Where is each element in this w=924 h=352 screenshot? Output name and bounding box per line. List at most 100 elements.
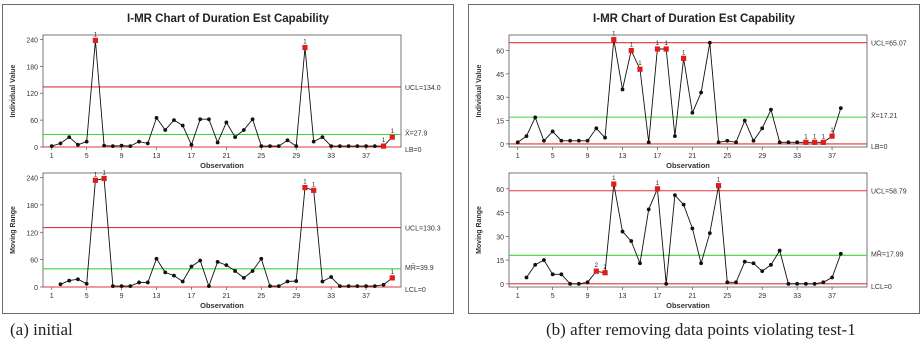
x-tick-label: 17: [654, 293, 662, 300]
caption-b: (b) after removing data points violating…: [546, 320, 856, 339]
violation-point: [92, 177, 98, 183]
violation-point: [380, 143, 387, 149]
data-point: [172, 118, 176, 123]
data-point: [346, 144, 351, 149]
x-tick-label: 37: [828, 153, 836, 160]
x-tick-label: 1: [50, 153, 54, 160]
data-point: [524, 134, 529, 139]
data-point: [576, 138, 581, 143]
data-point: [58, 282, 63, 287]
x-tick-label: 21: [222, 293, 230, 300]
ucl-label: UCL=65.07: [871, 41, 907, 48]
violation-label: 1: [638, 61, 642, 67]
violation-label: 1: [303, 40, 307, 46]
violation-label: 1: [102, 170, 106, 176]
x-tick-label: 17: [188, 153, 196, 160]
data-point: [207, 117, 211, 122]
data-point: [795, 281, 800, 286]
data-point: [250, 269, 255, 273]
violation-point: [389, 134, 395, 140]
data-point: [576, 281, 581, 286]
violation-label: 1: [391, 129, 395, 135]
data-point: [795, 140, 800, 145]
data-point: [84, 281, 89, 286]
violation-point: [593, 268, 599, 274]
data-point: [760, 269, 765, 274]
data-point: [533, 115, 538, 120]
lcl-label: LB=0: [871, 144, 888, 151]
violation-label: 1: [717, 178, 721, 184]
violation-point: [302, 44, 308, 51]
y-tick-label: 30: [496, 234, 504, 241]
data-point: [102, 143, 107, 148]
y-tick-label: 0: [34, 145, 38, 152]
y-tick-label: 240: [26, 176, 38, 183]
data-point: [145, 280, 150, 285]
violation-point: [602, 270, 608, 276]
data-point: [559, 272, 564, 277]
x-tick-label: 21: [688, 293, 696, 300]
data-point: [707, 231, 712, 236]
lcl-label: LCL=0: [405, 287, 426, 294]
data-point: [337, 144, 342, 149]
data-point: [215, 140, 220, 145]
data-point: [268, 284, 272, 288]
violation-label: 1: [612, 176, 616, 182]
violation-label: 1: [664, 41, 668, 47]
violation-point: [611, 181, 617, 187]
data-point: [515, 140, 520, 145]
x-tick-label: 5: [85, 293, 89, 300]
violation-label: 1: [382, 138, 386, 144]
x-tick-label: 37: [362, 293, 370, 300]
violation-point: [681, 55, 687, 61]
data-point: [294, 279, 299, 283]
moving-range-plot-frame: [508, 172, 868, 288]
data-point: [320, 135, 325, 140]
violation-label: 1: [804, 134, 808, 140]
moving-range-ylabel: Moving Range: [476, 206, 483, 254]
data-point: [364, 144, 368, 149]
data-point: [594, 126, 599, 131]
individual-series-line: [51, 40, 393, 147]
data-point: [690, 226, 695, 231]
data-point: [84, 139, 89, 144]
data-point: [329, 275, 334, 279]
data-point: [110, 144, 115, 149]
data-point: [777, 140, 782, 145]
data-point: [224, 263, 229, 268]
data-point: [542, 258, 546, 262]
violation-label: 1: [656, 41, 660, 47]
data-point: [233, 135, 237, 140]
data-point: [803, 281, 808, 286]
x-tick-label: 17: [654, 153, 662, 160]
violation-point: [92, 37, 98, 43]
data-point: [646, 140, 651, 145]
data-point: [751, 261, 756, 266]
violation-point: [654, 46, 661, 52]
data-point: [154, 256, 159, 261]
data-point: [603, 135, 607, 140]
y-tick-label: 60: [30, 258, 38, 265]
x-tick-label: 29: [292, 293, 300, 300]
data-point: [725, 280, 730, 285]
x-tick-label: 9: [120, 153, 124, 160]
individual-plot-frame: [508, 34, 868, 148]
violation-label: 1: [682, 50, 686, 56]
data-point: [180, 279, 185, 284]
violation-label: 1: [612, 32, 616, 38]
data-point: [285, 138, 290, 143]
x-tick-label: 25: [723, 293, 731, 300]
data-point: [734, 280, 738, 285]
data-point: [180, 123, 185, 128]
data-point: [76, 277, 80, 282]
data-point: [189, 142, 194, 147]
individual-series-line: [517, 39, 842, 143]
data-point: [250, 117, 255, 122]
x-tick-label: 9: [586, 293, 590, 300]
data-point: [638, 261, 642, 266]
x-tick-label: 1: [50, 293, 54, 300]
data-point: [224, 120, 229, 125]
data-point: [620, 87, 625, 92]
data-point: [707, 40, 712, 45]
